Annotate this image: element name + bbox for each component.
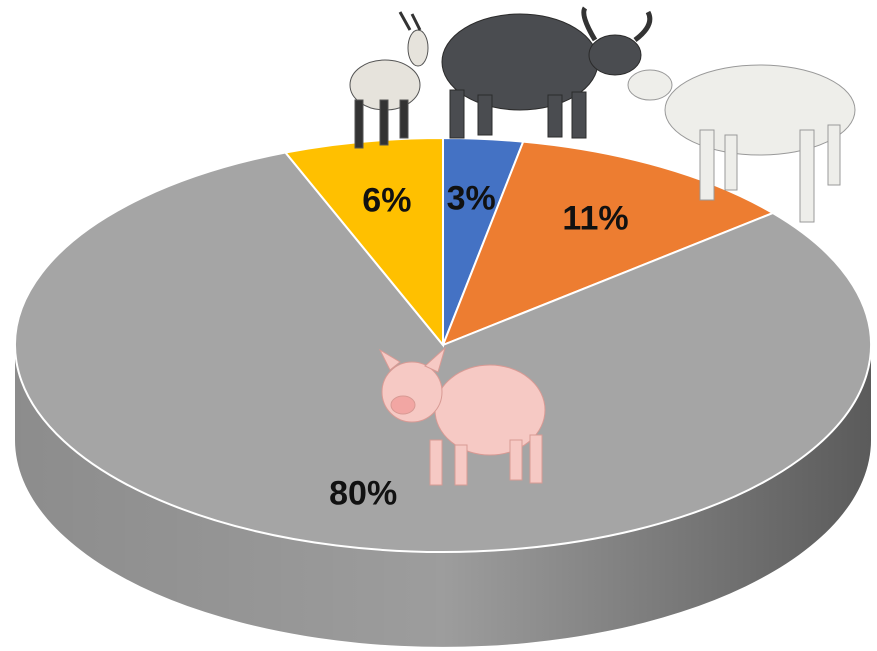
chart: 3% 11% 80% 6% <box>0 0 877 651</box>
pie-slices <box>15 138 871 552</box>
goat-picture <box>350 12 428 148</box>
buffalo-picture <box>442 8 650 138</box>
page: {"chart_data": {"type": "pie", "values":… <box>0 0 877 651</box>
data-label: 3% <box>447 180 496 218</box>
data-label: 80% <box>329 474 397 512</box>
data-label: 11% <box>562 199 628 237</box>
data-label: 6% <box>362 182 411 220</box>
